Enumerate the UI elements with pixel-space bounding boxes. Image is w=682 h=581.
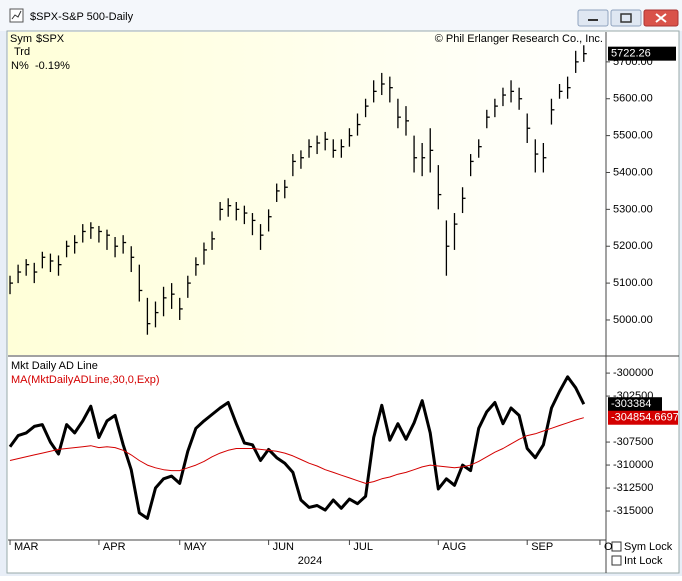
y-tick-label: -300000 (613, 367, 653, 379)
x-tick-label: MAR (14, 541, 39, 553)
y-tick-label: 5300.00 (613, 203, 653, 215)
y-tick-label: 5500.00 (613, 130, 653, 142)
x-tick-label: APR (103, 541, 126, 553)
close-glyph (655, 13, 667, 23)
y-tick-label: -312500 (613, 482, 653, 494)
ad-line (8, 375, 586, 520)
title-bar (0, 0, 682, 31)
info-value: -0.19% (35, 60, 70, 72)
legend-entry: MA(MktDailyADLine,30,0,Exp) (11, 374, 160, 386)
x-year-label: 2024 (298, 555, 322, 567)
info-label: Trd (14, 46, 30, 58)
x-tick-label: AUG (442, 541, 466, 553)
y-tick-label: -307500 (613, 436, 653, 448)
last-value-label: -303384 (611, 398, 651, 410)
last-value-box (608, 410, 678, 425)
y-tick-label: 5600.00 (613, 93, 653, 105)
y-tick-label: -315000 (613, 505, 653, 517)
ma-line (9, 417, 584, 484)
panel-title: Mkt Daily AD Line (11, 360, 98, 372)
checkbox-label[interactable]: Sym Lock (624, 541, 673, 553)
checkbox[interactable] (611, 541, 622, 552)
last-value-label: 5722.26 (611, 48, 651, 60)
y-tick-label: 5200.00 (613, 240, 653, 252)
y-tick-label: 5400.00 (613, 166, 653, 178)
info-value: $SPX (36, 33, 65, 45)
x-tick-label: SEP (531, 541, 553, 553)
x-tick-label: JUL (353, 541, 373, 553)
x-tick-label: JUN (273, 541, 294, 553)
window-title: $SPX-S&P 500-Daily (30, 11, 134, 23)
copyright: © Phil Erlanger Research Co., Inc. (435, 33, 603, 45)
last-value-label: -304854.6697 (611, 412, 679, 424)
minimize-button[interactable] (577, 9, 609, 27)
info-label: Sym (10, 33, 32, 45)
checkbox[interactable] (611, 555, 622, 566)
window-icon-glyph (11, 10, 22, 20)
x-tick-label: MAY (184, 541, 208, 553)
x-tick-label: O (604, 541, 613, 553)
maximize-button[interactable] (610, 9, 642, 27)
maximize-glyph (620, 13, 632, 23)
y-tick-label: 5000.00 (613, 314, 653, 326)
last-value-box (608, 397, 662, 412)
price-panel (8, 32, 606, 355)
ad-panel (8, 357, 606, 540)
last-value-box (608, 46, 676, 61)
y-tick-label: -310000 (613, 459, 653, 471)
y-tick-label: 5100.00 (613, 277, 653, 289)
info-label: N% (11, 60, 29, 72)
checkbox-label[interactable]: Int Lock (624, 555, 663, 567)
